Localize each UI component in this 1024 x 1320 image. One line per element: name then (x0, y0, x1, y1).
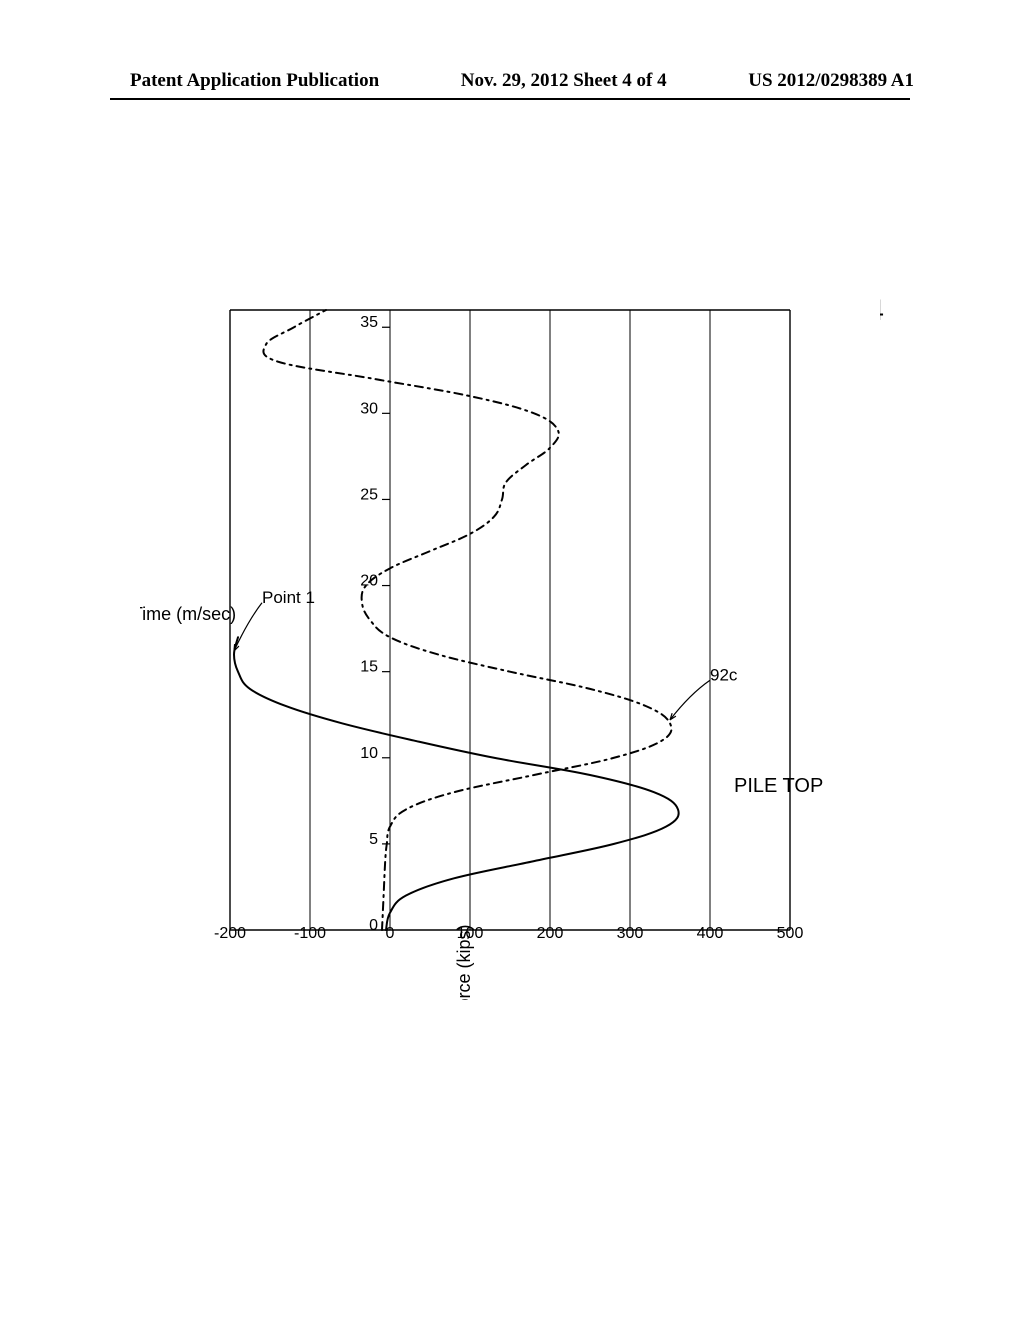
annotation-text: Point 1 (262, 588, 315, 607)
x-tick-label: 10 (360, 745, 378, 762)
y-tick-label: 400 (697, 925, 724, 942)
header-mid: Nov. 29, 2012 Sheet 4 of 4 (461, 70, 667, 92)
x-tick-label: 15 (360, 659, 378, 676)
chart-title: PILE TOP (734, 775, 823, 797)
y-axis-label: Force (kips) (454, 924, 474, 1000)
y-tick-label: -100 (294, 925, 326, 942)
x-tick-label: 25 (360, 486, 378, 503)
y-tick-label: 200 (537, 925, 564, 942)
header-right: US 2012/0298389 A1 (748, 70, 914, 92)
annotation-text: 92c (710, 665, 738, 684)
x-axis-label: Time (m/sec) (140, 604, 236, 624)
figure: FIG. 4 05101520253035-200-10001002003004… (140, 260, 880, 1000)
x-tick-label: 35 (360, 314, 378, 331)
x-tick-label: 5 (369, 831, 378, 848)
header-rule (110, 98, 910, 100)
y-tick-label: -200 (214, 925, 246, 942)
page: Patent Application Publication Nov. 29, … (0, 0, 1024, 1320)
header-left: Patent Application Publication (130, 70, 379, 92)
y-tick-label: 500 (777, 925, 804, 942)
x-tick-label: 30 (360, 400, 378, 417)
chart: 05101520253035-200-1000100200300400500Fo… (140, 260, 880, 1000)
page-header: Patent Application Publication Nov. 29, … (0, 70, 1024, 92)
x-tick-label: 0 (369, 917, 378, 934)
y-tick-label: 300 (617, 925, 644, 942)
